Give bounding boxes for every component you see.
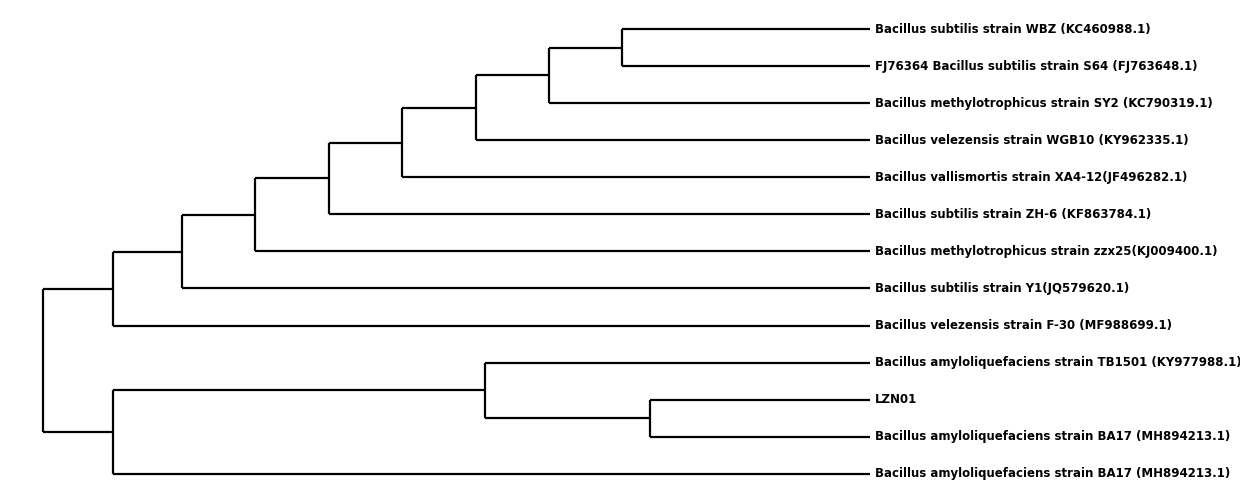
Text: Bacillus amyloliquefaciens strain BA17 (MH894213.1): Bacillus amyloliquefaciens strain BA17 (… (874, 467, 1230, 480)
Text: Bacillus methylotrophicus strain SY2 (KC790319.1): Bacillus methylotrophicus strain SY2 (KC… (874, 97, 1213, 110)
Text: Bacillus subtilis strain WBZ (KC460988.1): Bacillus subtilis strain WBZ (KC460988.1… (874, 23, 1151, 36)
Text: Bacillus subtilis strain Y1(JQ579620.1): Bacillus subtilis strain Y1(JQ579620.1) (874, 282, 1128, 295)
Text: FJ76364 Bacillus subtilis strain S64 (FJ763648.1): FJ76364 Bacillus subtilis strain S64 (FJ… (874, 60, 1197, 73)
Text: Bacillus amyloliquefaciens strain BA17 (MH894213.1): Bacillus amyloliquefaciens strain BA17 (… (874, 430, 1230, 443)
Text: LZN01: LZN01 (874, 393, 916, 406)
Text: Bacillus velezensis strain WGB10 (KY962335.1): Bacillus velezensis strain WGB10 (KY9623… (874, 134, 1188, 147)
Text: Bacillus vallismortis strain XA4-12(JF496282.1): Bacillus vallismortis strain XA4-12(JF49… (874, 171, 1187, 184)
Text: Bacillus amyloliquefaciens strain TB1501 (KY977988.1): Bacillus amyloliquefaciens strain TB1501… (874, 356, 1240, 369)
Text: Bacillus velezensis strain F-30 (MF988699.1): Bacillus velezensis strain F-30 (MF98869… (874, 319, 1172, 332)
Text: Bacillus subtilis strain ZH-6 (KF863784.1): Bacillus subtilis strain ZH-6 (KF863784.… (874, 208, 1151, 221)
Text: Bacillus methylotrophicus strain zzx25(KJ009400.1): Bacillus methylotrophicus strain zzx25(K… (874, 245, 1216, 258)
